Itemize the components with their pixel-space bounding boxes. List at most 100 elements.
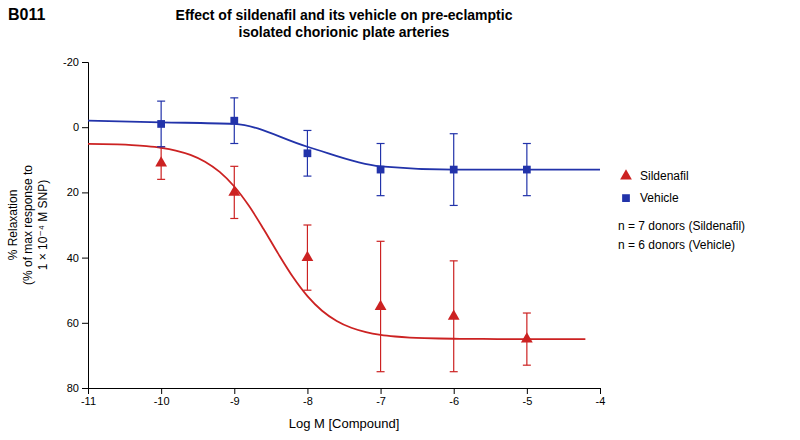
tick-label: -11 bbox=[81, 395, 96, 407]
legend-label: Vehicle bbox=[640, 191, 679, 205]
data-point bbox=[450, 166, 458, 174]
error-cap bbox=[450, 371, 458, 372]
data-layer bbox=[88, 98, 600, 372]
error-cap bbox=[157, 101, 165, 102]
error-cap bbox=[230, 97, 238, 98]
tick-label: 40 bbox=[67, 252, 79, 264]
data-point bbox=[155, 156, 167, 166]
tick: -20 bbox=[63, 56, 88, 68]
error-cap bbox=[303, 130, 311, 131]
x-axis: -11 -10 -9 -8 -7 -6 -5 -4 bbox=[81, 388, 605, 407]
data-point bbox=[523, 166, 531, 174]
tick-mark bbox=[454, 388, 455, 394]
tick-label: 60 bbox=[67, 317, 79, 329]
error-bar bbox=[377, 144, 385, 196]
y-axis-label: % Relaxation bbox=[6, 190, 20, 261]
error-cap bbox=[230, 166, 238, 167]
tick-mark bbox=[82, 323, 88, 324]
y-axis: -20020406080 bbox=[63, 56, 88, 394]
tick-mark bbox=[600, 388, 601, 394]
error-cap bbox=[523, 312, 531, 313]
data-point bbox=[521, 332, 533, 342]
error-bar bbox=[450, 134, 458, 206]
error-bar bbox=[157, 101, 165, 147]
error-cap bbox=[157, 146, 165, 147]
annotation: n = 7 donors (Sildenafil) bbox=[618, 219, 745, 233]
legend-entry: Sildenafil bbox=[620, 169, 689, 183]
error-bar bbox=[230, 98, 238, 144]
annotation: n = 6 donors (Vehicle) bbox=[618, 238, 735, 252]
tick: -4 bbox=[596, 388, 606, 407]
error-cap bbox=[377, 371, 385, 372]
data-point bbox=[448, 309, 460, 319]
y-axis-label: (% of max response to bbox=[21, 165, 35, 285]
error-cap bbox=[230, 143, 238, 144]
error-cap bbox=[377, 241, 385, 242]
tick-label: -8 bbox=[303, 395, 313, 407]
error-cap bbox=[157, 179, 165, 180]
tick: -9 bbox=[230, 388, 240, 407]
tick-mark bbox=[82, 192, 88, 193]
error-cap bbox=[303, 290, 311, 291]
tick-label: -9 bbox=[230, 395, 240, 407]
error-cap bbox=[450, 205, 458, 206]
data-point bbox=[375, 300, 387, 310]
error-cap bbox=[157, 146, 165, 147]
error-cap bbox=[303, 176, 311, 177]
series bbox=[155, 147, 532, 372]
error-cap bbox=[523, 365, 531, 366]
tick-label: -7 bbox=[376, 395, 386, 407]
legend-symbol bbox=[622, 194, 630, 202]
error-cap bbox=[230, 218, 238, 219]
chart: -11-10-9-8-7-6-5-4-20020406080Effect of … bbox=[0, 0, 800, 440]
y-axis-label: 1 × 10⁻⁴ M SNP) bbox=[36, 180, 50, 271]
data-point bbox=[230, 117, 238, 125]
tick: 40 bbox=[67, 252, 88, 264]
data-point bbox=[228, 186, 240, 196]
data-point bbox=[377, 166, 385, 174]
tick: -6 bbox=[449, 388, 459, 407]
fit-curve bbox=[88, 121, 600, 170]
error-cap bbox=[450, 260, 458, 261]
error-cap bbox=[303, 224, 311, 225]
legend: Sildenafil Vehicle bbox=[620, 169, 689, 205]
tick-label: -6 bbox=[449, 395, 459, 407]
error-cap bbox=[523, 143, 531, 144]
tick-label: -10 bbox=[154, 395, 170, 407]
error-cap bbox=[377, 195, 385, 196]
tick: 20 bbox=[67, 186, 88, 198]
tick-mark bbox=[307, 388, 308, 394]
tick: -11 bbox=[81, 388, 96, 407]
legend-label: Sildenafil bbox=[640, 169, 689, 183]
tick-mark bbox=[234, 388, 235, 394]
tick: -7 bbox=[376, 388, 386, 407]
tick: -5 bbox=[522, 388, 532, 407]
tick-mark bbox=[381, 388, 382, 394]
title: Effect of sildenafil and its vehicle on … bbox=[176, 7, 513, 23]
error-bar bbox=[523, 144, 531, 196]
title: isolated chorionic plate arteries bbox=[239, 24, 450, 40]
tick-mark bbox=[82, 258, 88, 259]
error-cap bbox=[377, 143, 385, 144]
error-bar bbox=[303, 130, 311, 176]
x-axis-label: Log M [Compound] bbox=[289, 416, 400, 431]
tick: 60 bbox=[67, 317, 88, 329]
data-point bbox=[157, 120, 165, 128]
series bbox=[157, 98, 531, 206]
tick-mark bbox=[161, 388, 162, 394]
tick: 80 bbox=[67, 382, 88, 394]
axis-line bbox=[89, 389, 601, 395]
tick-label: 80 bbox=[67, 382, 79, 394]
corner-label: B011 bbox=[8, 6, 45, 23]
error-cap bbox=[523, 195, 531, 196]
data-point bbox=[304, 149, 312, 157]
tick-label: -5 bbox=[522, 395, 532, 407]
axis-line bbox=[82, 63, 89, 389]
tick-label: 20 bbox=[67, 186, 79, 198]
fit-curve bbox=[88, 144, 585, 339]
data-point bbox=[302, 251, 314, 261]
plot-area: -11-10-9-8-7-6-5-4-20020406080 bbox=[63, 56, 605, 407]
legend-symbol bbox=[620, 169, 632, 179]
tick-mark bbox=[82, 127, 88, 128]
tick-mark bbox=[527, 388, 528, 394]
